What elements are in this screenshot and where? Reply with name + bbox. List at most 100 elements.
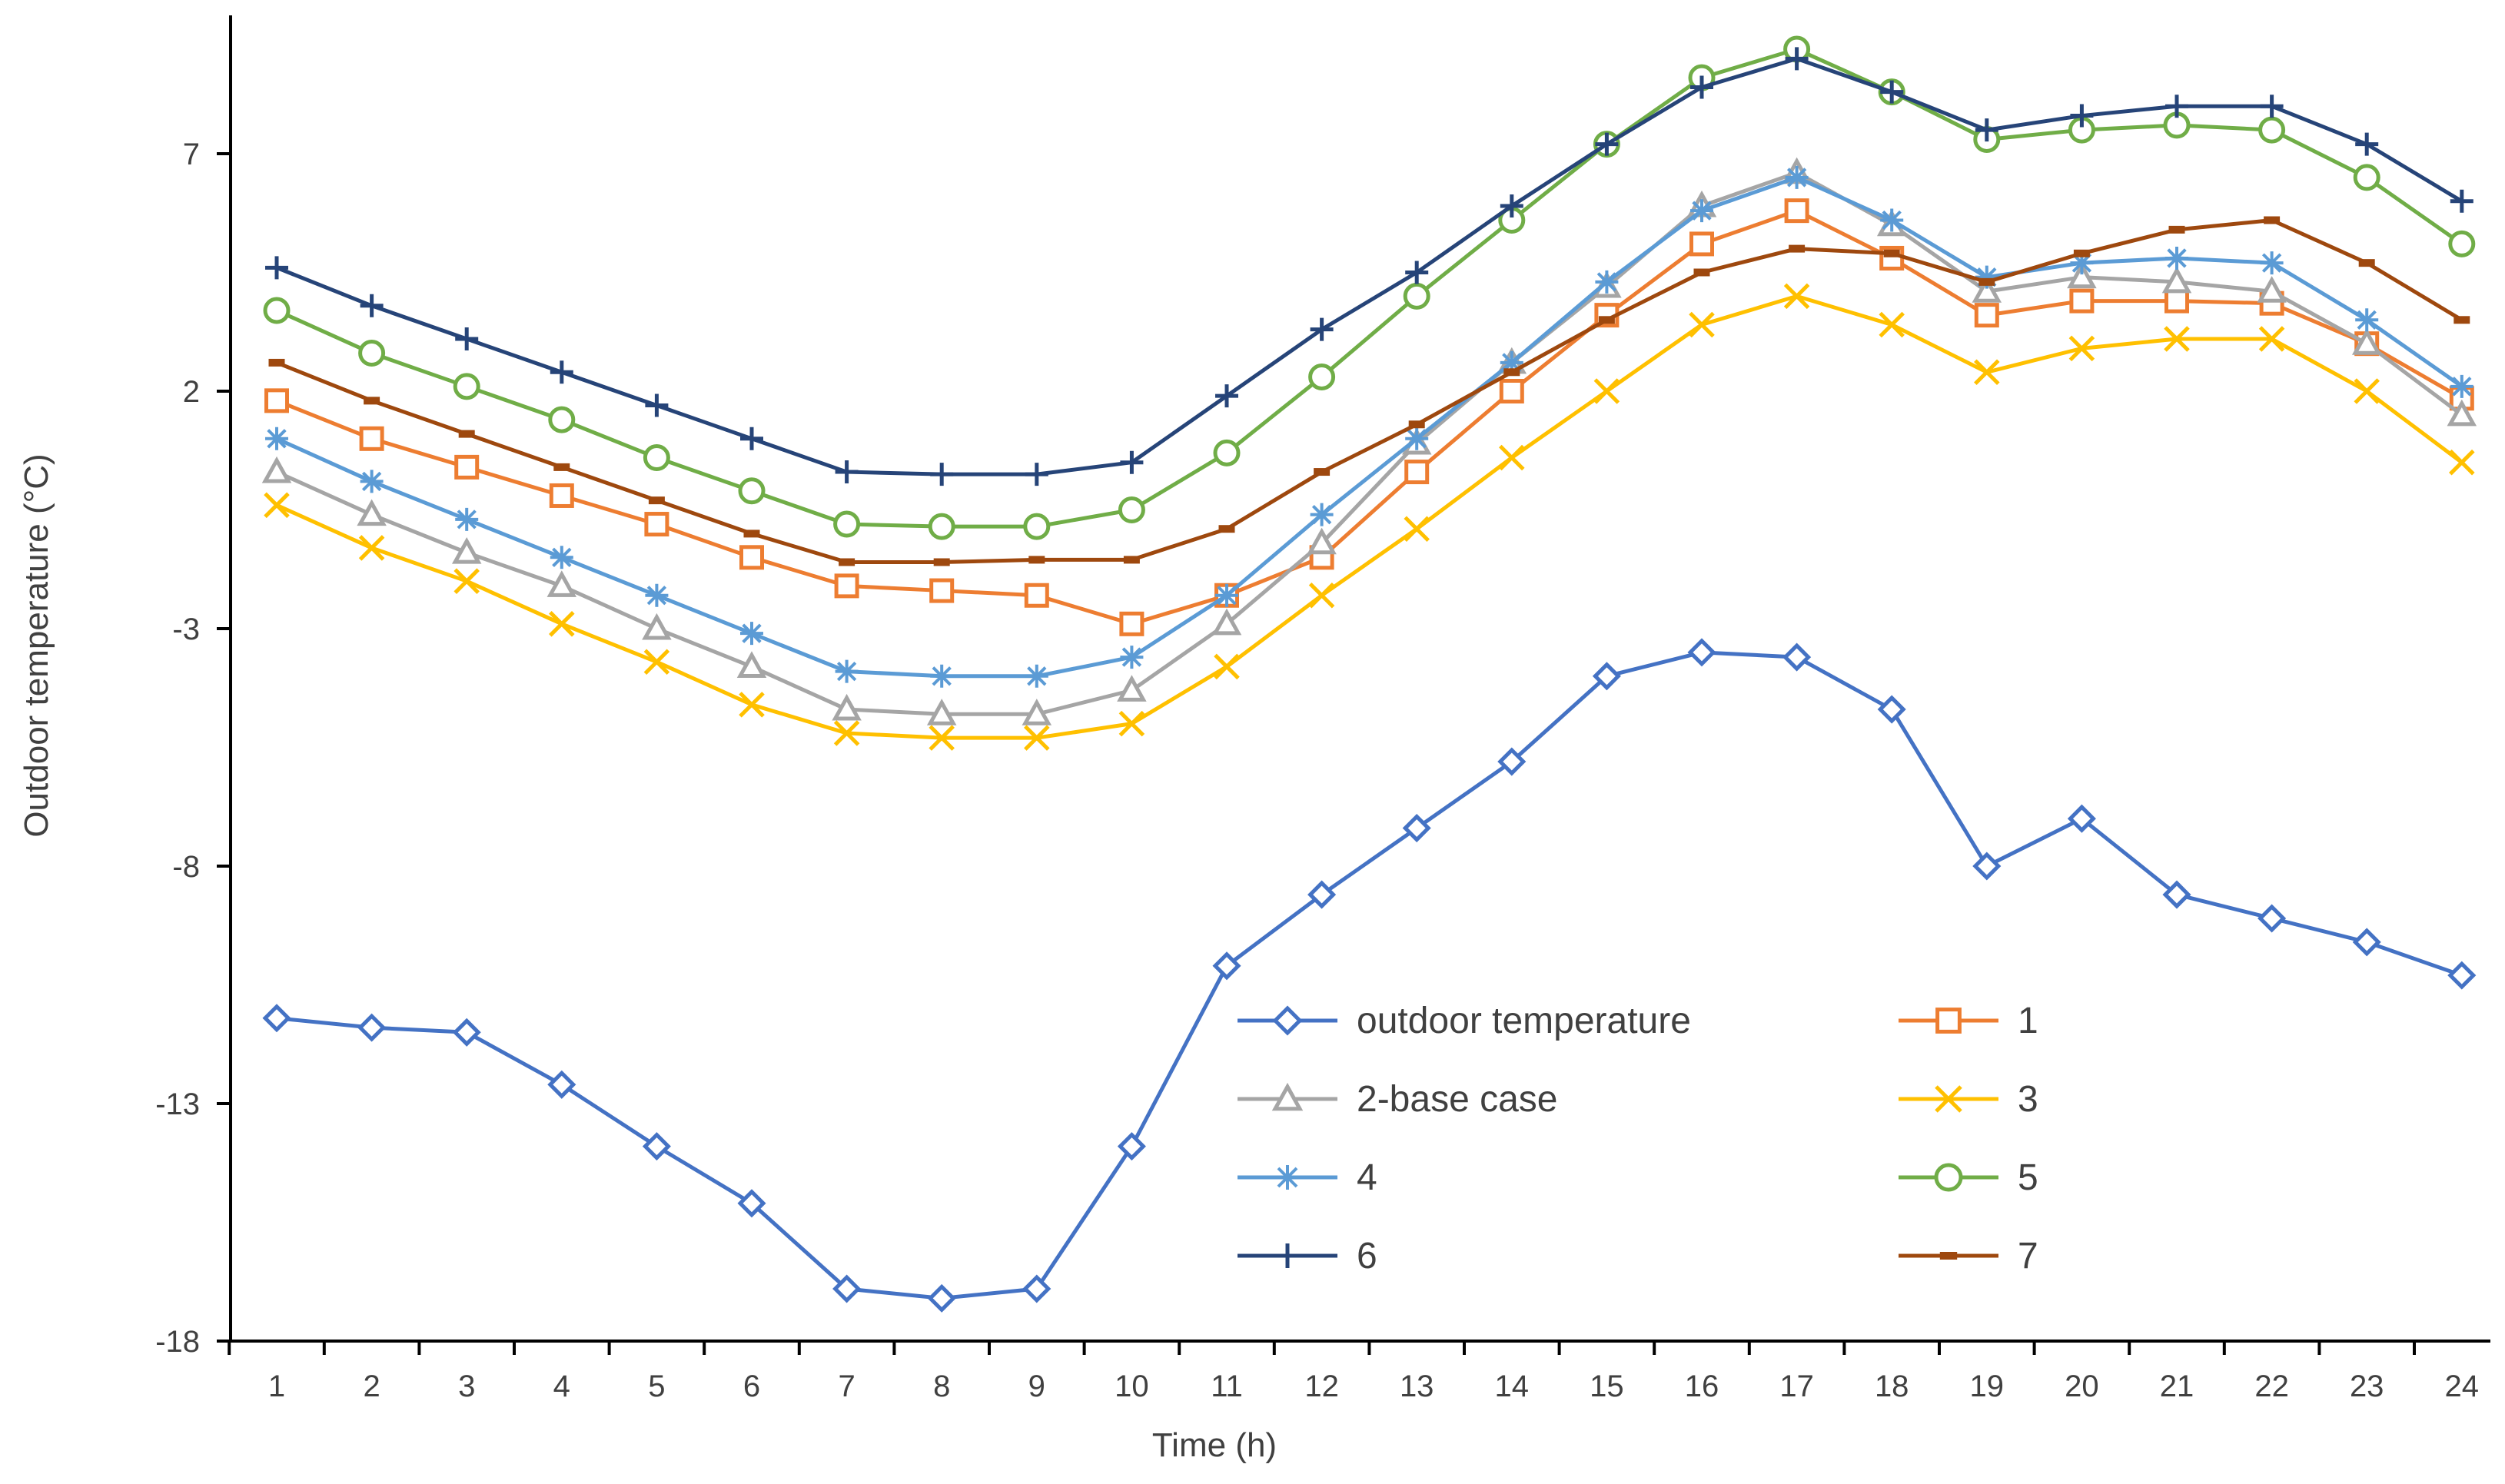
data-point	[1500, 194, 1523, 217]
data-point	[1118, 710, 1145, 737]
series-3	[264, 283, 2475, 751]
data-point	[929, 578, 955, 603]
data-point	[265, 256, 288, 280]
data-point	[1215, 384, 1238, 408]
data-point	[1598, 316, 1615, 324]
x-tick-label: 20	[2065, 1369, 2099, 1403]
data-point	[1879, 311, 1905, 338]
data-point	[458, 430, 475, 438]
data-point	[2067, 804, 2096, 833]
data-point	[2165, 95, 2188, 118]
data-point	[1689, 311, 1715, 338]
x-tick-label: 18	[1875, 1369, 1909, 1403]
data-point	[547, 570, 577, 597]
data-point	[1028, 556, 1045, 564]
x-axis-title: Time (h)	[1152, 1426, 1277, 1464]
legend-label: 1	[2018, 1001, 2038, 1041]
data-point	[835, 659, 859, 683]
data-point	[549, 483, 574, 508]
data-point	[1497, 747, 1527, 776]
data-point	[1405, 427, 1429, 450]
data-point	[2448, 230, 2476, 257]
data-point	[2069, 288, 2095, 314]
data-point	[549, 611, 575, 637]
data-point	[1789, 244, 1806, 253]
data-point	[1025, 664, 1048, 688]
data-point	[2260, 251, 2284, 275]
data-point	[1877, 695, 1906, 724]
x-tick-label: 24	[2445, 1369, 2480, 1403]
data-point	[1782, 642, 1812, 672]
legend-item: 1	[1899, 1001, 2038, 1041]
data-point	[1784, 198, 1809, 224]
data-point	[1689, 231, 1714, 257]
series-line	[276, 208, 2463, 626]
data-point	[451, 536, 482, 564]
data-point	[1499, 444, 1525, 471]
y-tick-label: -13	[155, 1087, 200, 1121]
data-point	[1120, 450, 1144, 474]
data-point	[360, 294, 384, 317]
data-point	[933, 558, 950, 566]
data-point	[1308, 582, 1335, 609]
data-point	[1975, 118, 1998, 142]
data-point	[357, 1013, 387, 1042]
series-line	[276, 218, 2463, 564]
series-5	[263, 35, 2476, 540]
legend-swatch-marker	[1935, 1008, 1962, 1034]
data-point	[1785, 165, 1809, 189]
data-point	[643, 444, 670, 472]
legend-label: 7	[2018, 1236, 2038, 1277]
data-point	[2447, 399, 2477, 427]
data-point	[2352, 928, 2381, 957]
data-point	[1978, 277, 1995, 286]
data-point	[2355, 132, 2379, 156]
x-tick-label: 5	[648, 1369, 665, 1403]
legend-label: outdoor temperature	[1357, 1001, 1691, 1041]
data-point	[268, 358, 285, 367]
legend-item: 7	[1899, 1236, 2038, 1277]
data-point	[738, 477, 766, 505]
data-point	[2447, 961, 2477, 990]
x-tick-label: 15	[1590, 1369, 1624, 1403]
data-point	[1024, 583, 1049, 608]
legend-label: 5	[2018, 1157, 2038, 1198]
series-line	[275, 47, 2463, 529]
series-line	[275, 171, 2463, 716]
data-point	[642, 1132, 671, 1161]
x-tick-label: 3	[458, 1369, 475, 1403]
data-point	[2258, 326, 2285, 352]
data-point	[930, 664, 954, 688]
series-line	[275, 294, 2463, 740]
data-point	[1212, 951, 1241, 981]
data-point	[644, 512, 669, 537]
data-point	[1025, 463, 1048, 486]
data-point	[2353, 164, 2380, 191]
x-tick-label: 7	[838, 1369, 855, 1403]
data-point	[839, 558, 855, 566]
data-point	[358, 535, 385, 561]
data-point	[1214, 653, 1240, 680]
legend-swatch-marker	[1275, 1165, 1300, 1190]
data-point	[1880, 80, 1904, 104]
x-axis-ticks: 1 2 3 4 5 6 7 8 9 10 11 12 13 14 15 16 17 18 19 20 21 22 23 24	[228, 1341, 2480, 1403]
legend-item: 6	[1238, 1236, 1377, 1277]
legend-item: 3	[1899, 1079, 2038, 1120]
data-point	[1974, 303, 1999, 328]
data-point	[550, 546, 573, 569]
data-point	[2070, 251, 2094, 275]
data-point	[1972, 852, 2002, 881]
data-point	[1785, 47, 1809, 71]
data-point	[833, 720, 860, 746]
data-point	[265, 427, 288, 450]
data-point	[2454, 316, 2470, 324]
data-point	[2161, 266, 2192, 294]
data-point	[261, 456, 292, 483]
data-point	[1595, 270, 1619, 294]
series-line	[276, 650, 2463, 1300]
data-point	[645, 583, 669, 607]
data-point	[1211, 608, 1242, 636]
data-point	[1308, 363, 1336, 390]
axes: -18-13-8-327 1 2 3 4 5 6 7 8 9 10 11 12 13 14 15 16 17 18…	[155, 15, 2490, 1403]
